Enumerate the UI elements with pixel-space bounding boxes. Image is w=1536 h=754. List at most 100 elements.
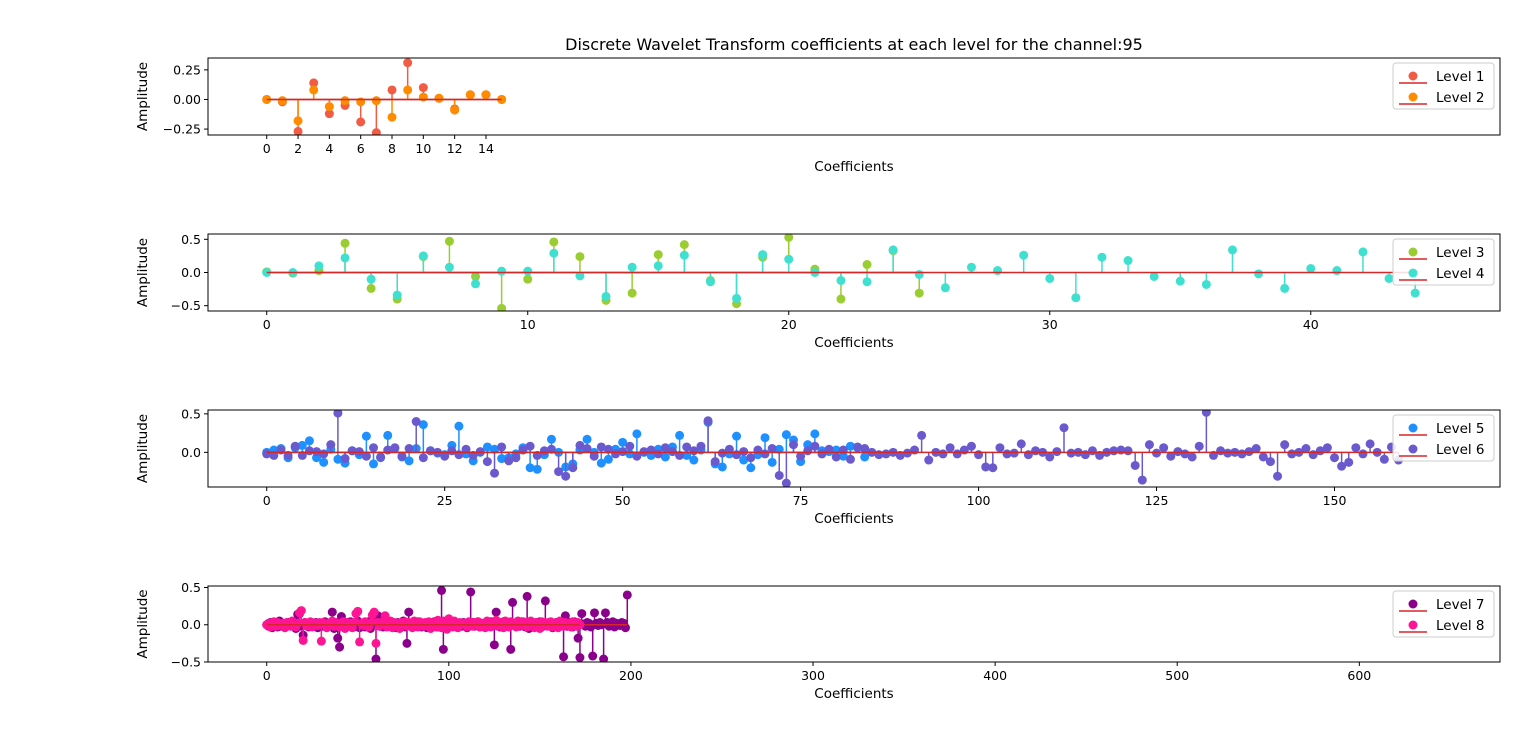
stem-marker: [1306, 264, 1316, 274]
stem-marker: [625, 441, 635, 451]
stem-marker: [1137, 475, 1147, 485]
stem-marker: [1410, 288, 1420, 298]
stem-marker: [590, 608, 600, 618]
stem-marker: [632, 429, 642, 439]
stem-marker: [653, 261, 663, 271]
stem-marker: [369, 443, 379, 453]
legend-marker-swatch: [1408, 444, 1418, 454]
stem-marker: [679, 240, 689, 250]
stem-marker: [371, 654, 381, 662]
stem-marker: [438, 644, 448, 654]
y-axis-title: Amplitude: [135, 589, 151, 658]
stem-marker: [304, 436, 314, 446]
stem-marker: [784, 254, 794, 264]
stem-marker: [746, 463, 756, 473]
stem-marker: [466, 587, 476, 597]
x-tick-label: 300: [801, 668, 825, 683]
y-axis-title: Amplitude: [135, 238, 151, 307]
stem-marker: [888, 245, 898, 255]
stem-marker: [1144, 440, 1154, 450]
legend-label: Level 5: [1436, 421, 1485, 437]
stem-marker: [860, 444, 870, 453]
stem-marker: [1066, 448, 1076, 458]
stem-marker: [838, 451, 848, 461]
stem-marker: [575, 653, 585, 662]
stem-marker: [599, 654, 609, 662]
legend-frame: [1392, 414, 1495, 462]
stem-marker: [774, 470, 784, 480]
stem-marker: [767, 457, 777, 467]
stem-marker: [361, 451, 371, 461]
stem-marker: [588, 651, 598, 661]
stem-marker: [371, 128, 381, 135]
stem-marker: [454, 421, 464, 431]
y-tick-label: 0.5: [181, 580, 201, 595]
stem-marker: [461, 444, 471, 454]
x-tick-label: 4: [325, 141, 333, 156]
stem-marker: [1152, 448, 1162, 458]
legend-label: Level 4: [1436, 266, 1485, 282]
x-tick-label: 20: [781, 317, 797, 332]
stem-marker: [596, 458, 606, 468]
stem-marker: [1358, 449, 1368, 459]
legend-item: Level 4: [1399, 266, 1485, 282]
stem-marker: [1358, 247, 1368, 257]
stem-marker: [366, 618, 376, 628]
x-tick-label: 125: [1145, 493, 1169, 508]
stem-marker: [1280, 283, 1290, 293]
stem-marker: [1337, 461, 1347, 471]
stem-marker: [993, 266, 1003, 276]
stem-marker: [418, 92, 428, 102]
legend-label: Level 2: [1436, 90, 1485, 106]
stem-marker: [390, 443, 400, 453]
stem-marker: [1351, 443, 1361, 453]
x-tick-label: 150: [1323, 493, 1347, 508]
stem-marker: [710, 457, 720, 467]
legend-marker-swatch: [1408, 423, 1418, 433]
stem-marker: [434, 93, 444, 103]
stem-marker: [356, 97, 366, 107]
stem-marker: [784, 234, 794, 242]
stem-marker: [532, 450, 542, 460]
stem-marker: [831, 452, 841, 462]
stem-marker: [1045, 273, 1055, 283]
stem-marker: [845, 454, 855, 464]
stem-marker: [739, 455, 749, 465]
stem-marker: [1095, 450, 1105, 460]
stem-marker: [995, 443, 1005, 453]
legend-label: Level 7: [1436, 597, 1485, 613]
stem-marker: [523, 274, 533, 284]
stem-marker: [1301, 444, 1311, 453]
y-tick-label: −0.25: [163, 122, 201, 137]
stem-marker: [482, 442, 492, 452]
x-tick-label: 0: [263, 317, 271, 332]
subplot-2: 0 10 20 30 40 −0.5 0.0 0.5 Coefficients Amplitude…: [135, 232, 1501, 351]
x-axis-title: Coefficients: [814, 159, 893, 175]
stem-marker: [1201, 279, 1211, 289]
stem-marker: [340, 253, 350, 263]
stem-marker: [627, 262, 637, 272]
legend: Level 5 Level 6: [1392, 414, 1495, 462]
stem-marker: [324, 109, 334, 119]
stem-marker: [1166, 451, 1176, 461]
stem-marker: [1045, 452, 1055, 462]
stem-marker: [781, 430, 791, 440]
axes-frame: [207, 409, 1501, 488]
stem-marker: [437, 586, 447, 595]
x-tick-label: 0: [263, 668, 271, 683]
series-level-6: [262, 410, 1404, 487]
stem-marker: [293, 116, 303, 126]
stem-marker: [1097, 252, 1107, 262]
stem-marker: [803, 440, 813, 450]
y-axis-title: Amplitude: [135, 414, 151, 483]
stem-marker: [796, 451, 806, 461]
stem-marker: [296, 606, 306, 616]
x-tick-label: 100: [967, 493, 991, 508]
legend-label: Level 3: [1436, 245, 1485, 261]
stem-marker: [902, 448, 912, 458]
stem-marker: [1187, 452, 1197, 462]
stem-marker: [387, 112, 397, 122]
stem-marker: [596, 442, 606, 452]
stem-marker: [525, 463, 535, 473]
